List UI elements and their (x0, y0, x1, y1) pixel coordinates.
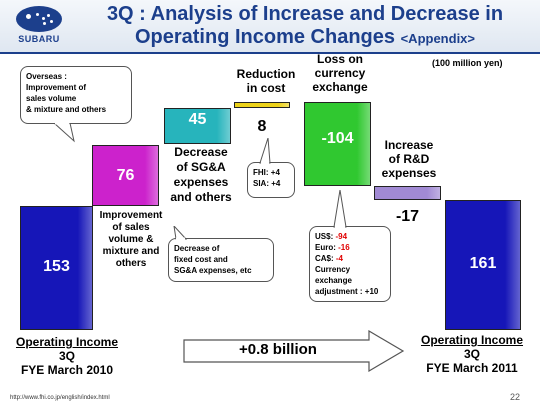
page-number: 22 (510, 392, 521, 402)
slide-title: 3Q : Analysis of Increase and Decrease i… (70, 3, 540, 50)
ca-row: CA$: -4 (315, 254, 344, 263)
end-sub2: FYE March 2011 (426, 361, 518, 375)
footer-url[interactable]: http://www.fhi.co.jp/english/index.html (10, 395, 110, 401)
title-line-1: 3Q : Analysis of Increase and Decrease i… (106, 3, 504, 25)
adjust-row: Currency exchange adjustment : +10 (315, 265, 379, 296)
change-label: +0.8 billion (239, 341, 317, 358)
overseas-callout: Overseas : Improvement of sales volume &… (20, 66, 132, 124)
improvement-bar (92, 144, 159, 207)
callout-pointer (259, 138, 271, 164)
cost-reduction-callout: FHI: +4 SIA: +4 (247, 162, 295, 198)
currency-callout: US$: -94 Euro: -16 CA$: -4 Currency exch… (309, 226, 391, 302)
reduction-label: Reduction in cost (236, 67, 296, 95)
rd-label: Increase of R&D expenses (381, 138, 437, 180)
subaru-logo: SUBARU (8, 6, 70, 46)
callout-pointer (53, 123, 75, 143)
sga-bar (164, 108, 231, 145)
sga-label: Decrease of SG&A expenses and others (170, 145, 232, 204)
end-title: Operating Income (420, 333, 524, 347)
start-value-label: 153 (43, 258, 70, 276)
logo-text: SUBARU (18, 34, 60, 44)
start-title: Operating Income (15, 335, 119, 349)
start-sub2: FYE March 2010 (20, 363, 114, 377)
slide-header: SUBARU 3Q : Analysis of Increase and Dec… (0, 0, 540, 54)
start-bar (20, 206, 93, 330)
title-appendix: <Appendix> (400, 31, 476, 46)
rd-bar (374, 185, 441, 200)
fixed-cost-callout: Decrease of fixed cost and SG&A expenses… (168, 238, 274, 282)
end-value-label: 161 (469, 254, 497, 272)
change-arrow-icon (183, 330, 405, 372)
end-sub1: 3Q (463, 347, 480, 361)
unit-label: (100 million yen) (432, 58, 503, 68)
start-label: Operating Income 3Q FYE March 2010 (4, 335, 130, 377)
title-main: Operating Income Changes (134, 26, 396, 48)
improvement-value-label: 76 (116, 166, 135, 184)
ca-value: -4 (335, 254, 344, 263)
loss-label: Loss on currency exchange (312, 52, 368, 94)
improvement-label: Improvement of sales volume & mixture an… (99, 210, 163, 269)
title-line-2: Operating Income Changes <Appendix> (70, 26, 540, 50)
reduction-bar (234, 101, 290, 109)
loss-bar (304, 101, 371, 186)
sga-value-label: 45 (188, 111, 207, 129)
us-row: US$: -94 (315, 232, 348, 241)
euro-value: -16 (338, 243, 350, 252)
euro-row: Euro: -16 (315, 243, 350, 252)
reduction-value-label: 8 (257, 118, 267, 136)
end-bar (445, 199, 521, 330)
us-value: -94 (335, 232, 348, 241)
callout-pointer (333, 190, 347, 228)
rd-value-label: -17 (395, 207, 420, 225)
end-label: Operating Income 3Q FYE March 2011 (404, 333, 540, 375)
pleiades-icon (16, 6, 62, 32)
sia-value: SIA: +4 (253, 179, 281, 188)
fhi-value: FHI: +4 (253, 168, 280, 177)
start-sub1: 3Q (58, 349, 75, 363)
loss-value-label: -104 (321, 129, 354, 147)
callout-pointer (173, 226, 188, 240)
